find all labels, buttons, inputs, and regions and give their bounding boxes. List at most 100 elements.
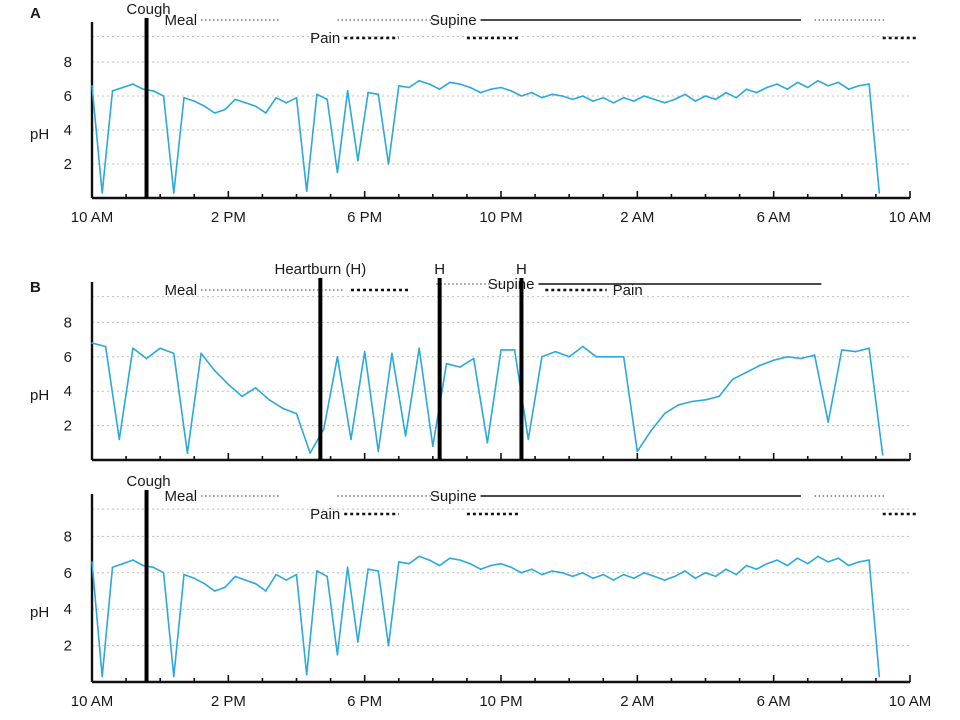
x-tick-label: 6 PM [347, 693, 382, 710]
ph-point [633, 577, 635, 580]
y-tick-label: 4 [64, 383, 72, 400]
ph-point [309, 452, 311, 454]
ph-point [265, 112, 267, 114]
x-tick-label: 2 PM [211, 693, 246, 710]
ph-point [592, 100, 594, 102]
ph-point [391, 352, 393, 355]
y-axis-label: pH [30, 387, 49, 404]
ph-point [336, 356, 339, 358]
ph-point [602, 96, 605, 99]
ph-point [244, 102, 247, 104]
ph-point [837, 557, 840, 560]
ph-point [704, 95, 707, 97]
ph-point [234, 98, 236, 101]
ph-point [650, 429, 652, 432]
ph-point [612, 579, 615, 581]
ph-point [612, 102, 615, 104]
ph-point [121, 562, 124, 565]
ph-point [622, 573, 625, 576]
ph-point [316, 93, 318, 96]
ph-point [91, 342, 93, 344]
ph-point [827, 85, 829, 87]
ph-point [541, 96, 543, 99]
event-label: H [434, 261, 445, 278]
ph-point [592, 577, 594, 580]
ph-point [418, 79, 421, 82]
ph-point [326, 575, 328, 578]
ph-point [725, 91, 727, 94]
ph-point [500, 562, 502, 565]
ph-point [254, 582, 257, 585]
ph-point [786, 564, 789, 567]
ph-point [694, 577, 697, 580]
ph-point [275, 96, 277, 99]
ph-point [847, 88, 850, 90]
y-axis-label: pH [30, 604, 49, 621]
ph-point [162, 572, 165, 574]
y-tick-label: 6 [64, 88, 72, 105]
ph-point [449, 557, 451, 560]
ph-point [118, 438, 121, 441]
ph-point [677, 404, 680, 406]
ph-point [772, 359, 775, 362]
ph-point [91, 85, 93, 87]
period-label: Meal [165, 282, 198, 299]
y-tick-label: 8 [64, 314, 72, 331]
ph-point [674, 575, 676, 578]
ph-point [142, 88, 144, 90]
ph-point [142, 564, 144, 567]
ph-point [766, 562, 768, 565]
ph-point [527, 438, 530, 441]
ph-point [735, 573, 737, 576]
panel-letter: B [30, 279, 41, 296]
ph-point [622, 96, 625, 99]
ph-point [282, 407, 284, 410]
ph-point [357, 159, 359, 162]
ph-point [326, 98, 328, 101]
ph-point [159, 347, 161, 350]
ph-point [551, 570, 553, 572]
ph-point [152, 566, 155, 569]
ph-point [551, 93, 553, 96]
ph-point [745, 371, 748, 374]
ph-point [213, 112, 216, 114]
ph-point [322, 428, 325, 430]
ph-point [459, 366, 461, 368]
ph-point [674, 98, 676, 101]
y-tick-label: 8 [64, 528, 72, 545]
y-axis-label: pH [30, 126, 49, 143]
ph-point [316, 570, 318, 572]
ph-point [387, 644, 390, 647]
y-tick-label: 2 [64, 638, 72, 655]
period-label: Meal [165, 12, 198, 29]
ph-point [295, 96, 298, 99]
ph-point [745, 564, 748, 567]
ph-point [265, 590, 267, 592]
ph-point [438, 88, 441, 90]
y-tick-label: 2 [64, 418, 72, 435]
ph-point [568, 356, 570, 358]
ph-point [173, 192, 175, 194]
event-label: H [516, 261, 527, 278]
ph-point [786, 88, 789, 90]
panel-c: 2 4 6 8 pH 10 AM 2 PM 6 PM 10 PM 2 AM 6 AM 10 AM Mea… [30, 473, 931, 710]
ph-point [663, 579, 666, 581]
ph-point [285, 579, 288, 581]
ph-point [336, 653, 339, 656]
event-label: Cough [126, 473, 170, 490]
ph-point [796, 81, 799, 84]
ph-point [571, 575, 574, 578]
ph-point [227, 383, 230, 386]
ph-point [397, 561, 400, 563]
ph-point [234, 575, 236, 578]
ph-point [643, 95, 645, 97]
ph-point [346, 90, 349, 92]
ph-point [428, 83, 431, 85]
ph-point [479, 91, 482, 94]
ph-point [408, 562, 410, 565]
x-tick-label: 6 AM [757, 209, 791, 226]
ph-point [817, 79, 819, 82]
ph-point [121, 86, 124, 89]
ph-point [449, 81, 451, 84]
